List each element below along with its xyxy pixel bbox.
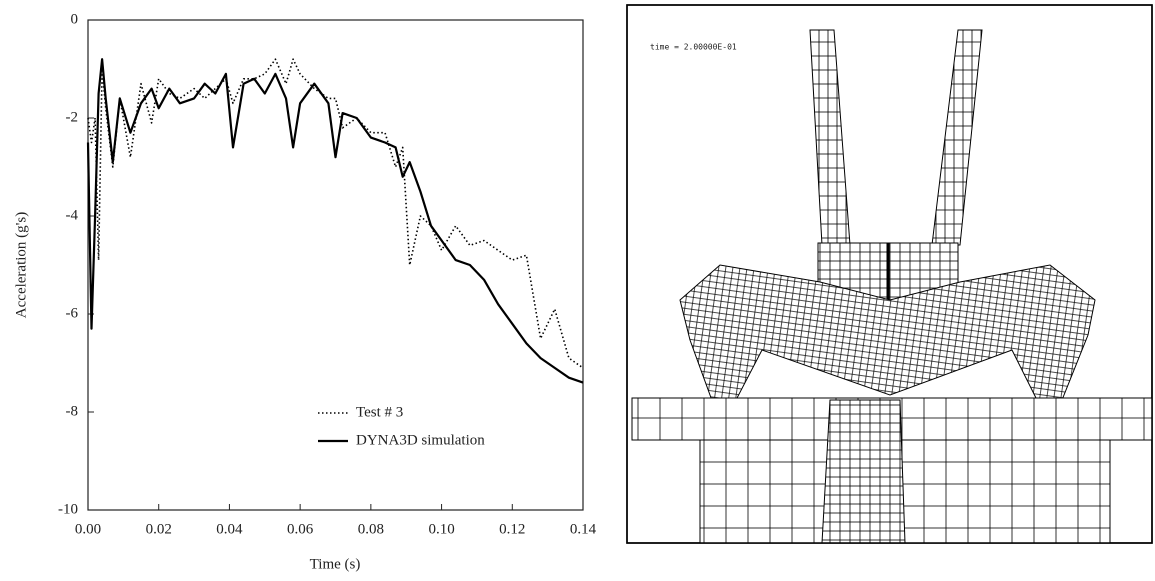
x-tick-label: 0.04	[216, 521, 243, 537]
y-tick-label: -6	[66, 305, 79, 321]
x-tick-label: 0.12	[499, 521, 525, 537]
x-tick-label: 0.06	[287, 521, 314, 537]
series-line	[86, 58, 584, 384]
series-line	[87, 58, 584, 369]
y-axis-label: Acceleration (g's)	[13, 212, 29, 318]
y-tick-label: 0	[71, 11, 79, 27]
y-tick-label: -8	[66, 403, 79, 419]
model-border	[626, 4, 1153, 544]
center-strip	[821, 399, 906, 544]
x-tick-label: 0.14	[570, 521, 597, 537]
y-tick-label: -2	[66, 109, 79, 125]
x-tick-label: 0.10	[428, 521, 454, 537]
fe-model: time = 2.00000E-01	[626, 4, 1153, 544]
y-tick-label: -4	[66, 207, 79, 223]
time-label: time = 2.00000E-01	[650, 43, 737, 52]
legend-label: Test # 3	[356, 404, 403, 420]
right-leg	[931, 29, 983, 246]
x-axis-label: Time (s)	[310, 556, 361, 572]
y-tick-label: -10	[58, 501, 78, 517]
x-tick-label: 0.08	[358, 521, 384, 537]
x-tick-label: 0.00	[75, 521, 101, 537]
plot-frame	[87, 19, 584, 511]
floor-box	[699, 439, 1111, 544]
legend-label: DYNA3D simulation	[356, 432, 485, 448]
x-tick-label: 0.02	[146, 521, 172, 537]
